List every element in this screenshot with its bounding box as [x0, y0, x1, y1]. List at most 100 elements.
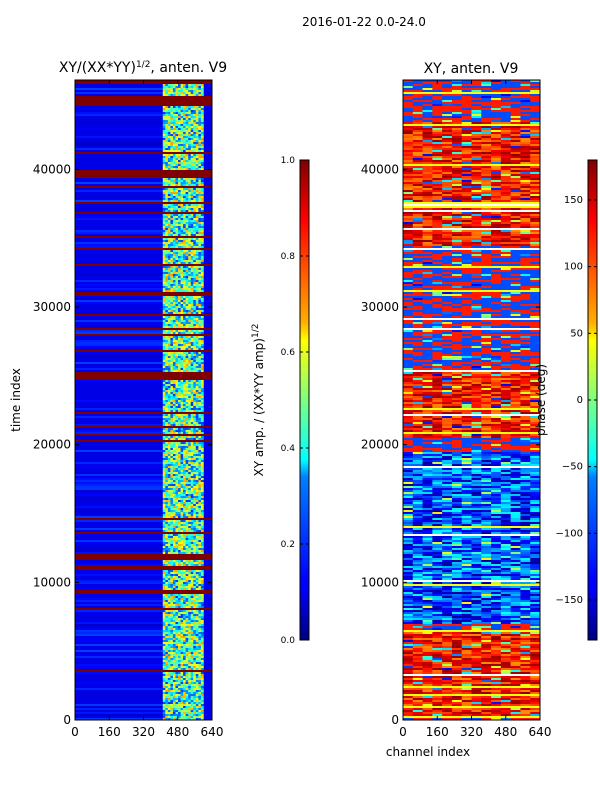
high-channel-cell	[172, 694, 176, 696]
high-channel-cell	[195, 302, 199, 304]
high-channel-cell	[183, 310, 186, 312]
high-channel-cell	[165, 666, 169, 668]
row-segment	[75, 624, 163, 626]
high-channel-cell	[188, 406, 192, 408]
high-channel-cell	[198, 514, 202, 516]
row-segment	[75, 540, 163, 542]
high-channel-cell	[198, 446, 202, 448]
high-channel-cell	[198, 682, 202, 684]
high-channel-cell	[172, 428, 176, 430]
high-channel-cell	[185, 84, 189, 86]
high-channel-cell	[183, 628, 186, 630]
high-channel-cell	[198, 278, 202, 280]
high-channel-cell	[172, 322, 176, 324]
high-channel-cell	[167, 194, 171, 196]
high-channel-cell	[188, 166, 192, 168]
high-channel-cell	[193, 504, 197, 506]
high-channel-cell	[172, 452, 176, 454]
high-channel-cell	[198, 320, 202, 322]
high-channel-cell	[190, 534, 194, 536]
row-segment	[75, 332, 163, 334]
high-channel-cell	[175, 110, 179, 112]
high-channel-cell	[165, 676, 169, 678]
high-channel-cell	[190, 404, 194, 406]
high-channel-cell	[175, 214, 179, 216]
high-channel-cell	[180, 406, 184, 408]
high-channel-cell	[180, 676, 184, 678]
high-channel-cell	[180, 640, 184, 642]
high-channel-cell	[185, 278, 189, 280]
high-channel-cell	[195, 150, 199, 152]
high-channel-cell	[198, 414, 202, 416]
high-channel-cell	[180, 364, 184, 366]
high-channel-cell	[170, 688, 174, 690]
phase-cell	[403, 84, 414, 86]
high-channel-cell	[190, 594, 194, 596]
high-channel-cell	[188, 550, 192, 552]
high-channel-cell	[175, 84, 179, 86]
high-channel-cell	[178, 86, 181, 88]
amplitude-title-sup: 1/2	[136, 60, 150, 70]
high-channel-cell	[200, 516, 204, 518]
high-channel-cell	[162, 528, 166, 530]
high-channel-cell	[175, 544, 179, 546]
phase-cell	[451, 96, 463, 98]
high-channel-cell	[198, 660, 202, 662]
high-channel-cell	[198, 676, 202, 678]
high-channel-cell	[185, 360, 189, 362]
high-channel-cell	[190, 342, 194, 344]
row-segment	[75, 352, 163, 354]
high-channel-cell	[167, 190, 171, 192]
high-channel-cell	[170, 302, 174, 304]
high-channel-cell	[172, 116, 176, 118]
row-segment	[75, 600, 163, 602]
high-channel-cell	[190, 576, 194, 578]
high-channel-cell	[167, 354, 171, 356]
high-channel-cell	[178, 576, 181, 578]
high-channel-cell	[180, 290, 184, 292]
high-channel-cell	[165, 660, 169, 662]
high-channel-cell	[195, 346, 199, 348]
high-channel-cell	[190, 88, 194, 90]
high-channel-cell	[172, 444, 176, 446]
high-channel-cell	[195, 210, 199, 212]
flagged-row	[75, 334, 212, 336]
high-channel-cell	[188, 322, 192, 324]
high-channel-cell	[198, 450, 202, 452]
high-channel-cell	[178, 628, 181, 630]
high-channel-cell	[170, 408, 174, 410]
high-channel-cell	[170, 714, 174, 716]
phase-cell	[412, 98, 423, 100]
high-channel-cell	[200, 624, 204, 626]
high-channel-cell	[188, 688, 192, 690]
high-channel-cell	[185, 606, 189, 608]
high-channel-cell	[183, 342, 186, 344]
high-channel-cell	[172, 386, 176, 388]
high-channel-cell	[185, 542, 189, 544]
phase-cell	[520, 116, 531, 118]
high-channel-cell	[170, 354, 174, 356]
high-channel-cell	[195, 508, 199, 510]
high-channel-cell	[200, 454, 204, 456]
flagged-row	[75, 426, 212, 428]
high-channel-cell	[162, 326, 166, 328]
row-segment	[75, 492, 163, 494]
high-channel-cell	[165, 706, 169, 708]
high-channel-cell	[172, 310, 176, 312]
row-segment	[75, 312, 163, 314]
high-channel-cell	[170, 686, 174, 688]
high-channel-cell	[167, 272, 171, 274]
high-channel-cell	[180, 678, 184, 680]
high-channel-cell	[198, 262, 202, 264]
high-channel-cell	[172, 410, 176, 412]
flagged-row	[75, 294, 212, 296]
high-channel-cell	[183, 604, 186, 606]
high-channel-cell	[183, 444, 186, 446]
high-channel-cell	[162, 244, 166, 246]
high-channel-cell	[188, 652, 192, 654]
high-channel-cell	[193, 662, 197, 664]
high-channel-cell	[188, 382, 192, 384]
high-channel-cell	[185, 480, 189, 482]
high-channel-cell	[185, 276, 189, 278]
high-channel-cell	[190, 548, 194, 550]
